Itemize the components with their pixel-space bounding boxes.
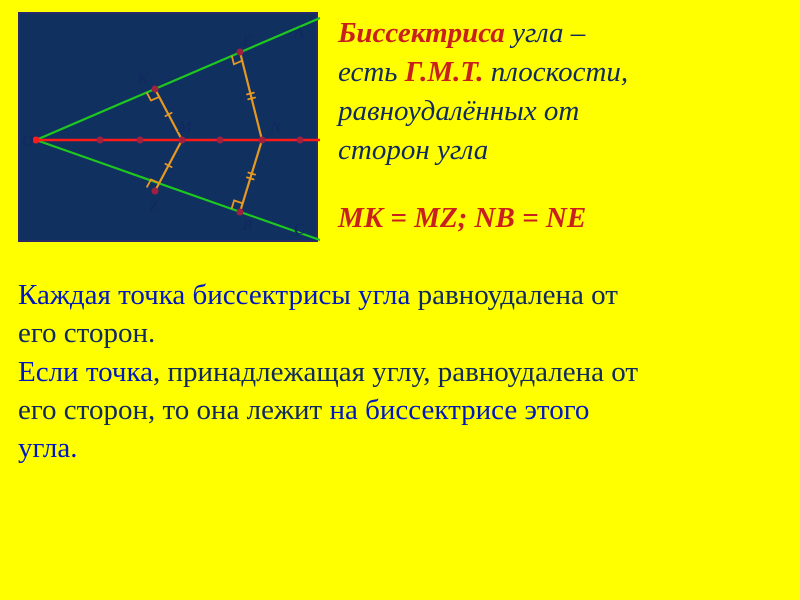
equation-text: MK = MZ; NB = NE	[338, 202, 586, 234]
body-line-1: Каждая точка биссектрисы угла равноудале…	[18, 276, 782, 314]
heading-rest1: угла –	[505, 17, 585, 49]
svg-text:C: C	[294, 221, 305, 238]
body-l1a: Каждая точка биссектрисы угла	[18, 279, 410, 311]
body-l5: угла.	[18, 432, 78, 464]
body-l1b: равноудалена от	[410, 279, 618, 311]
svg-text:Z: Z	[148, 198, 159, 215]
svg-text:E: E	[241, 33, 253, 50]
heading-text: Биссектриса угла – есть Г.М.Т. плоскости…	[332, 12, 782, 242]
body-l3a: Если точка	[18, 356, 153, 388]
svg-text:K: K	[136, 70, 149, 87]
heading-l2a: есть	[338, 56, 405, 88]
body-line-5: угла.	[18, 429, 782, 467]
term-bisector: Биссектриса	[338, 17, 505, 49]
equation-line: MK = MZ; NB = NE	[338, 199, 782, 238]
body-line-3: Если точка, принадлежащая углу, равноуда…	[18, 353, 782, 391]
heading-line-1: Биссектриса угла –	[338, 14, 782, 53]
body-l2: его сторон.	[18, 317, 155, 349]
svg-text:M: M	[177, 119, 193, 136]
body-l4b: на биссектрисе этого	[329, 394, 589, 426]
slide: O A C K Z E B M N Биссектриса угла – есть Г.М.Т.…	[0, 0, 800, 600]
bisector-diagram: O A C K Z E B M N	[18, 12, 318, 242]
heading-l3: равноудалённых от	[338, 95, 579, 127]
geometry-svg: O A C K Z E B M N	[20, 14, 320, 244]
heading-line-3: равноудалённых от	[338, 92, 782, 131]
heading-l2b: плоскости,	[484, 56, 629, 88]
svg-text:N: N	[269, 119, 283, 136]
svg-text:A: A	[293, 25, 305, 42]
heading-l4: сторон угла	[338, 134, 488, 166]
body-l3b: , принадлежащая углу, равноудалена от	[153, 356, 638, 388]
body-line-4: его сторон, то она лежит на биссектрисе …	[18, 391, 782, 429]
body-l4a: его сторон, то она лежит	[18, 394, 329, 426]
term-gmt: Г.М.Т.	[405, 56, 484, 88]
svg-text:B: B	[241, 217, 253, 234]
body-text: Каждая точка биссектрисы угла равноудале…	[18, 276, 782, 467]
top-row: O A C K Z E B M N Биссектриса угла – есть Г.М.Т.…	[18, 12, 782, 242]
heading-line-4: сторон угла	[338, 131, 782, 170]
body-line-2: его сторон.	[18, 314, 782, 352]
svg-text:O: O	[22, 133, 34, 150]
heading-line-2: есть Г.М.Т. плоскости,	[338, 53, 782, 92]
